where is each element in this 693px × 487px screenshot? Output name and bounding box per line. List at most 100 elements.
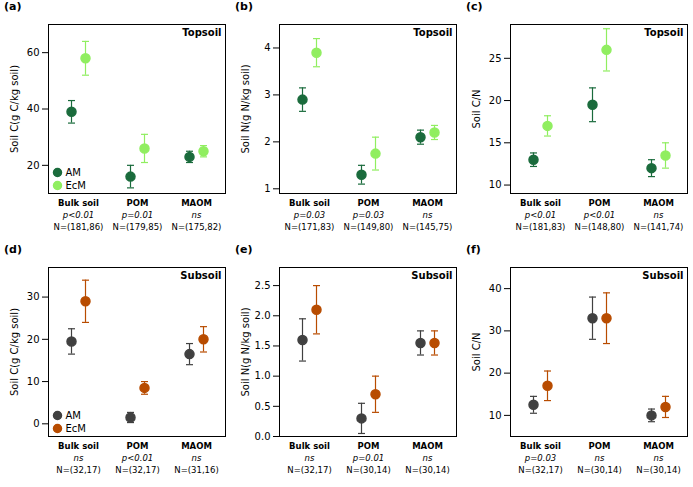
- svg-text:N=(175,82): N=(175,82): [172, 222, 222, 232]
- svg-text:N=(32,17): N=(32,17): [287, 465, 331, 475]
- svg-text:25: 25: [489, 53, 502, 64]
- svg-text:p<0.01: p<0.01: [583, 210, 615, 220]
- svg-text:N=(148,80): N=(148,80): [575, 222, 625, 232]
- svg-text:Bulk soil: Bulk soil: [289, 198, 330, 208]
- html-text:(a): (a): [4, 0, 22, 13]
- svg-text:10: 10: [489, 179, 502, 190]
- svg-text:0.0: 0.0: [255, 431, 271, 442]
- svg-text:MAOM: MAOM: [643, 441, 674, 451]
- svg-text:Subsoil: Subsoil: [642, 270, 683, 281]
- svg-text:MAOM: MAOM: [412, 441, 443, 451]
- svg-text:EcM: EcM: [66, 180, 86, 191]
- svg-text:0: 0: [33, 418, 39, 429]
- svg-text:Bulk soil: Bulk soil: [520, 441, 561, 451]
- svg-text:Topsoil: Topsoil: [644, 27, 683, 38]
- html-text:(b): (b): [235, 0, 253, 13]
- svg-text:AM: AM: [66, 410, 81, 421]
- html-text:(c): (c): [466, 0, 483, 13]
- svg-text:Topsoil: Topsoil: [413, 27, 452, 38]
- svg-text:30: 30: [489, 325, 502, 336]
- svg-text:2: 2: [264, 136, 270, 147]
- svg-text:p=0.01: p=0.01: [121, 210, 153, 220]
- svg-text:1.0: 1.0: [255, 370, 271, 381]
- html-text:(e): (e): [235, 243, 253, 256]
- svg-text:N=(181,83): N=(181,83): [516, 222, 566, 232]
- svg-text:N=(31,16): N=(31,16): [174, 465, 218, 475]
- svg-text:POM: POM: [589, 441, 611, 451]
- svg-text:N=(32,17): N=(32,17): [518, 465, 562, 475]
- svg-text:Bulk soil: Bulk soil: [289, 441, 330, 451]
- svg-text:Subsoil: Subsoil: [180, 270, 221, 281]
- svg-text:p<0.01: p<0.01: [62, 210, 94, 220]
- svg-text:20: 20: [27, 334, 40, 345]
- svg-text:4: 4: [264, 42, 270, 53]
- svg-text:1: 1: [264, 183, 270, 194]
- svg-text:p=0.03: p=0.03: [524, 453, 556, 463]
- svg-text:POM: POM: [127, 198, 149, 208]
- svg-text:Bulk soil: Bulk soil: [58, 198, 99, 208]
- html-text:(d): (d): [4, 243, 22, 256]
- svg-text:p<0.01: p<0.01: [524, 210, 556, 220]
- svg-text:Soil N(g N/kg soil): Soil N(g N/kg soil): [240, 307, 251, 396]
- svg-text:ns: ns: [192, 210, 202, 220]
- svg-text:N=(30,14): N=(30,14): [577, 465, 621, 475]
- svg-text:N=(32,17): N=(32,17): [115, 465, 159, 475]
- svg-text:N=(181,86): N=(181,86): [54, 222, 104, 232]
- svg-text:0.5: 0.5: [255, 401, 271, 412]
- svg-text:20: 20: [27, 160, 40, 171]
- svg-text:N=(179,85): N=(179,85): [113, 222, 163, 232]
- svg-text:Subsoil: Subsoil: [411, 270, 452, 281]
- svg-text:20: 20: [489, 95, 502, 106]
- svg-text:Soil C(g C/kg soil): Soil C(g C/kg soil): [9, 308, 20, 396]
- svg-text:1.5: 1.5: [255, 340, 271, 351]
- svg-text:Bulk soil: Bulk soil: [520, 198, 561, 208]
- svg-text:N=(141,74): N=(141,74): [634, 222, 684, 232]
- svg-text:POM: POM: [358, 198, 380, 208]
- svg-text:ns: ns: [192, 453, 202, 463]
- svg-text:Soil N(g N/kg soil): Soil N(g N/kg soil): [240, 64, 251, 153]
- svg-text:ns: ns: [74, 453, 84, 463]
- svg-text:EcM: EcM: [66, 423, 86, 434]
- svg-text:N=(149,80): N=(149,80): [344, 222, 394, 232]
- svg-text:MAOM: MAOM: [181, 198, 212, 208]
- svg-text:N=(30,14): N=(30,14): [636, 465, 680, 475]
- svg-text:N=(145,75): N=(145,75): [403, 222, 453, 232]
- svg-text:Soil C/N: Soil C/N: [471, 89, 482, 128]
- svg-text:Bulk soil: Bulk soil: [58, 441, 99, 451]
- svg-text:3: 3: [264, 89, 270, 100]
- svg-text:N=(30,14): N=(30,14): [405, 465, 449, 475]
- svg-text:POM: POM: [127, 441, 149, 451]
- svg-text:N=(30,14): N=(30,14): [346, 465, 390, 475]
- svg-text:p=0.03: p=0.03: [352, 210, 384, 220]
- svg-text:ns: ns: [654, 210, 664, 220]
- svg-text:ns: ns: [595, 453, 605, 463]
- svg-text:10: 10: [27, 376, 40, 387]
- svg-text:ns: ns: [423, 453, 433, 463]
- svg-text:40: 40: [27, 103, 40, 114]
- svg-text:ns: ns: [305, 453, 315, 463]
- svg-text:2.5: 2.5: [255, 280, 271, 291]
- svg-text:MAOM: MAOM: [412, 198, 443, 208]
- svg-text:p=0.01: p=0.01: [352, 453, 384, 463]
- svg-text:2.0: 2.0: [255, 310, 271, 321]
- svg-text:30: 30: [27, 291, 40, 302]
- svg-text:p=0.03: p=0.03: [293, 210, 325, 220]
- svg-text:ns: ns: [423, 210, 433, 220]
- svg-text:MAOM: MAOM: [643, 198, 674, 208]
- svg-text:ns: ns: [654, 453, 664, 463]
- svg-text:MAOM: MAOM: [181, 441, 212, 451]
- svg-text:AM: AM: [66, 167, 81, 178]
- svg-text:Topsoil: Topsoil: [182, 27, 221, 38]
- svg-text:Soil C(g C/kg soil): Soil C(g C/kg soil): [9, 65, 20, 153]
- svg-text:POM: POM: [358, 441, 380, 451]
- svg-text:POM: POM: [589, 198, 611, 208]
- svg-text:N=(171,83): N=(171,83): [285, 222, 335, 232]
- svg-text:15: 15: [489, 137, 502, 148]
- svg-text:40: 40: [489, 283, 502, 294]
- svg-text:p<0.01: p<0.01: [121, 453, 153, 463]
- svg-text:60: 60: [27, 47, 40, 58]
- svg-text:10: 10: [489, 410, 502, 421]
- svg-text:20: 20: [489, 367, 502, 378]
- svg-text:Soil C/N: Soil C/N: [471, 332, 482, 371]
- svg-text:N=(32,17): N=(32,17): [56, 465, 100, 475]
